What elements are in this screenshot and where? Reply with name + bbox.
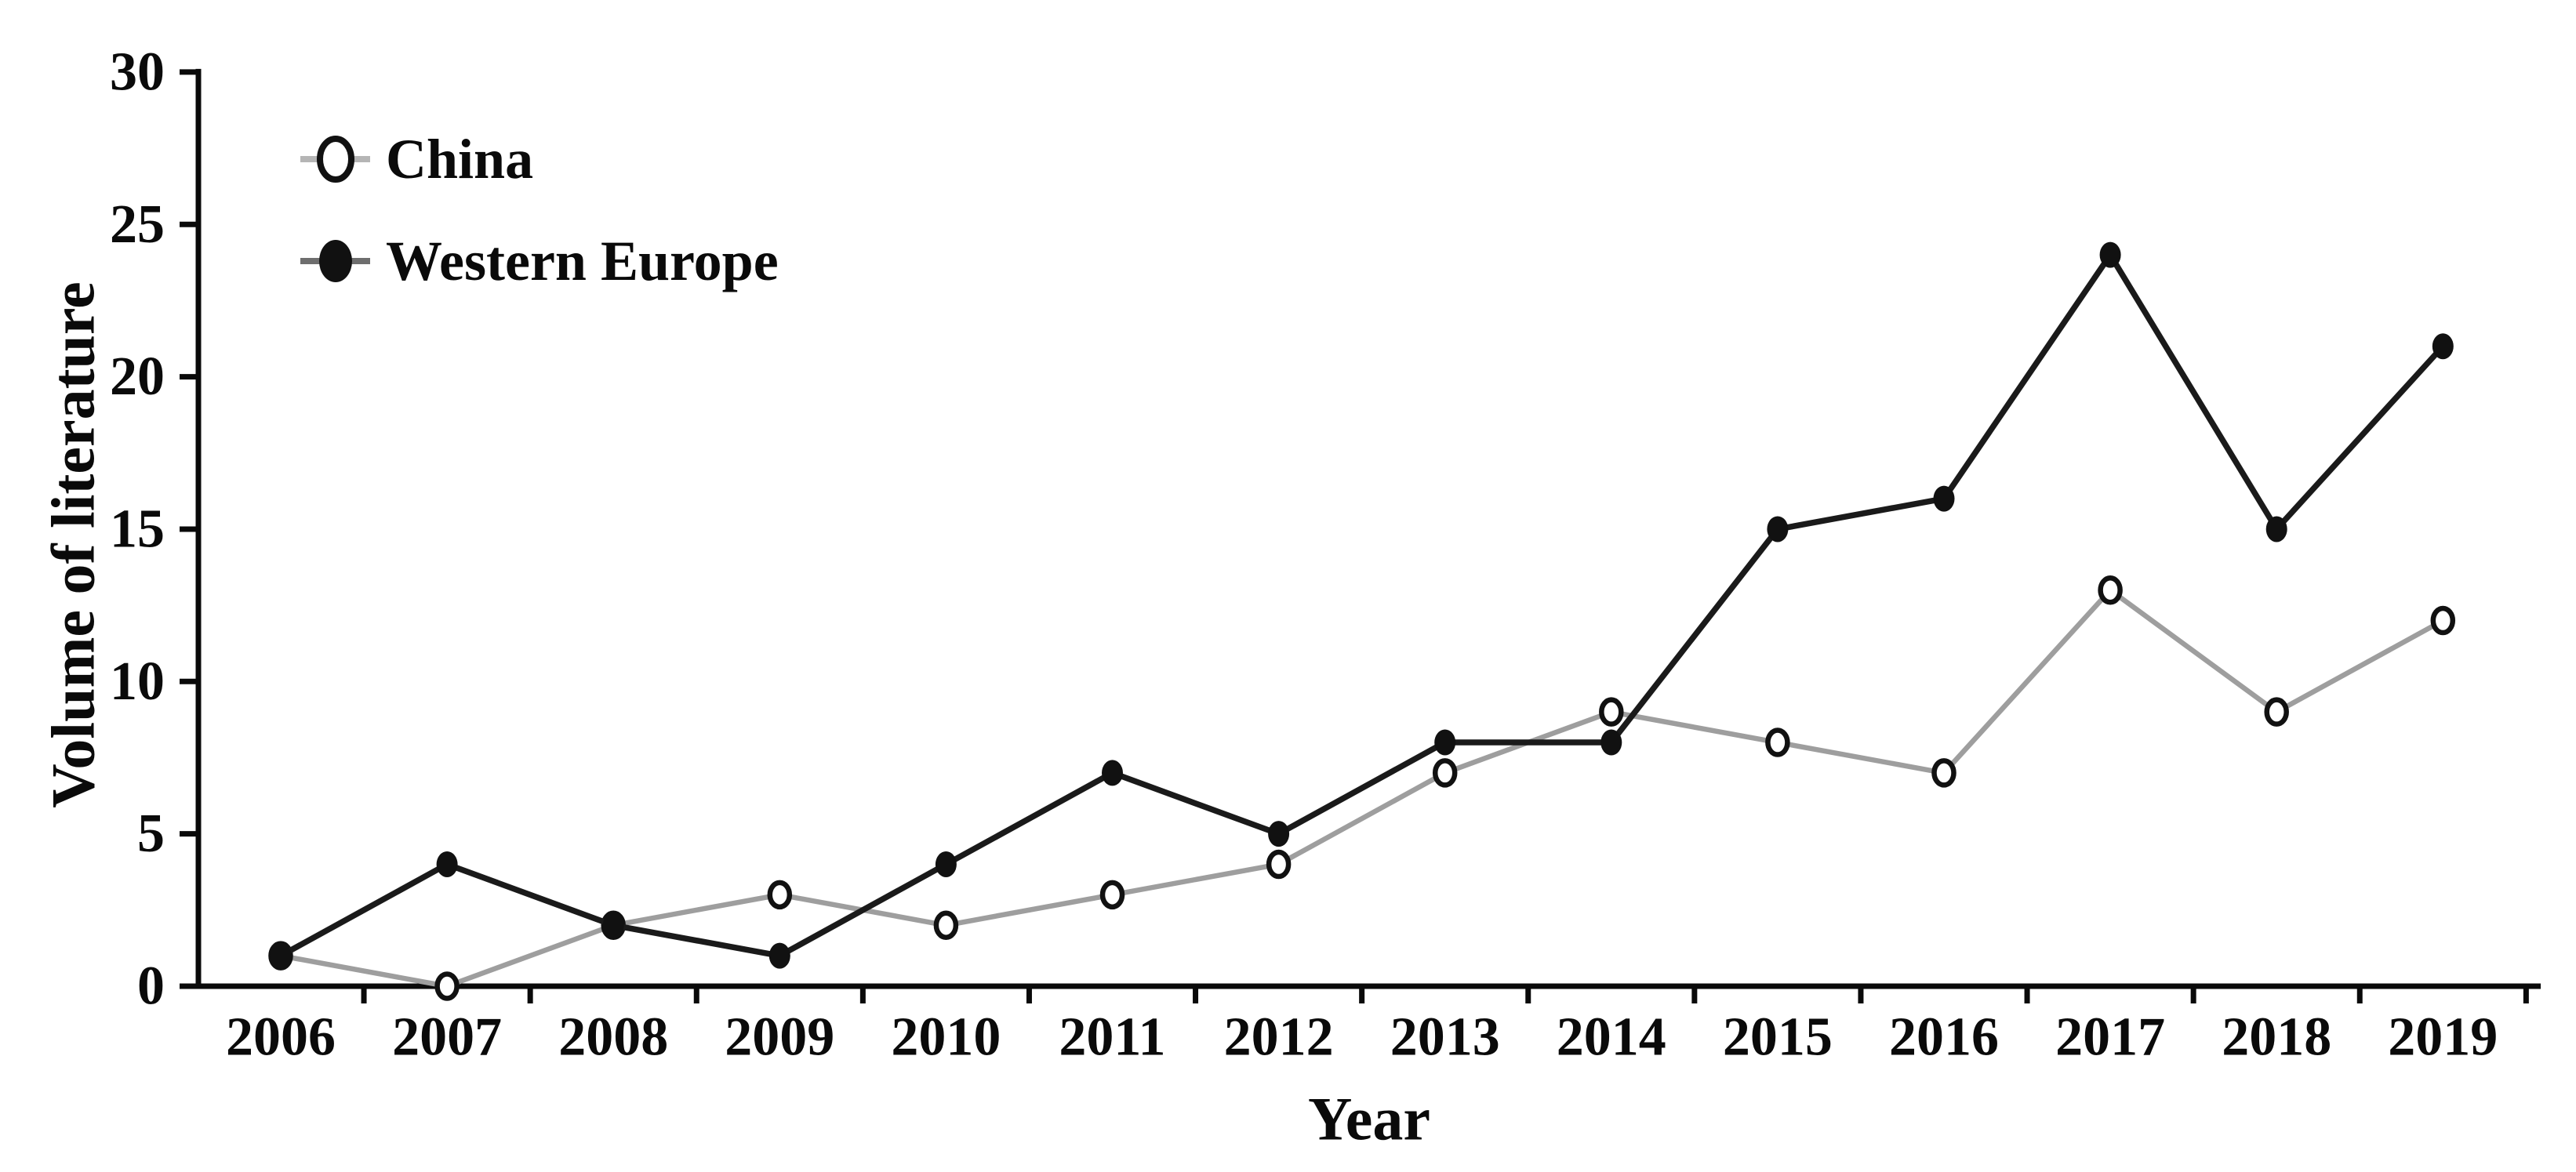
data-point-china-2014 (1599, 697, 1624, 727)
x-axis-tick-label: 2015 (1723, 1007, 1833, 1068)
x-axis-tick-label: 2013 (1390, 1007, 1500, 1068)
data-point-western-europe-2011 (1102, 760, 1123, 786)
x-axis-tick-label: 2008 (558, 1007, 668, 1068)
data-point-western-europe-2012 (1268, 821, 1290, 847)
legend-marker-china (317, 136, 354, 183)
data-point-western-europe-2008 (602, 912, 624, 938)
data-point-china-2012 (1266, 849, 1292, 880)
y-axis-tick-label: 30 (110, 42, 165, 102)
data-point-western-europe-2009 (768, 942, 790, 969)
legend-label-china: China (386, 128, 533, 190)
y-axis-tick-label: 5 (137, 804, 165, 864)
x-axis-tick-label: 2017 (2055, 1007, 2165, 1068)
x-axis-tick-label: 2019 (2388, 1007, 2498, 1068)
data-point-western-europe-2016 (1933, 485, 1955, 512)
data-point-china-2016 (1931, 758, 1957, 788)
y-axis-title: Volume of literature (39, 281, 107, 808)
data-point-western-europe-2018 (2265, 516, 2287, 542)
x-axis-tick-label: 2018 (2222, 1007, 2331, 1068)
x-axis-tick-label: 2010 (891, 1007, 1001, 1068)
x-axis-tick-label: 2014 (1557, 1007, 1666, 1068)
x-axis-tick-label: 2009 (725, 1007, 834, 1068)
x-axis-tick-label: 2007 (392, 1007, 502, 1068)
data-point-china-2019 (2430, 605, 2456, 636)
data-point-china-2009 (767, 880, 793, 910)
series-line-china (278, 587, 2446, 989)
data-point-china-2015 (1765, 728, 1790, 757)
data-point-china-2017 (2098, 575, 2123, 605)
data-point-western-europe-2007 (436, 851, 458, 878)
legend-label-western-europe: Western Europe (386, 230, 779, 292)
x-axis-tick-label: 2012 (1224, 1007, 1334, 1068)
y-axis-tick-label: 10 (110, 651, 165, 712)
x-axis-tick-label: 2011 (1059, 1007, 1165, 1068)
data-point-china-2018 (2264, 697, 2289, 727)
data-point-china-2010 (933, 910, 959, 941)
data-point-western-europe-2015 (1767, 516, 1789, 542)
data-point-china-2007 (434, 971, 460, 1001)
x-axis-tick-label: 2016 (1889, 1007, 1999, 1068)
x-axis-title: Year (1308, 1085, 1430, 1153)
data-point-western-europe-2010 (935, 851, 957, 878)
y-axis-tick-label: 20 (110, 347, 165, 407)
data-point-western-europe-2019 (2432, 333, 2454, 360)
y-axis-tick-label: 25 (110, 194, 165, 255)
data-point-western-europe-2017 (2099, 241, 2121, 268)
data-point-western-europe-2014 (1600, 729, 1622, 756)
data-point-china-2013 (1432, 758, 1458, 788)
x-axis-tick-label: 2006 (226, 1007, 336, 1068)
y-axis-tick-label: 15 (110, 499, 165, 559)
series-line-western-europe (278, 252, 2447, 959)
data-point-western-europe-2006 (270, 942, 292, 969)
legend-marker-western-europe (319, 240, 352, 282)
y-axis-tick-label: 0 (137, 956, 165, 1017)
data-point-western-europe-2013 (1434, 729, 1456, 756)
data-point-china-2011 (1099, 880, 1125, 910)
